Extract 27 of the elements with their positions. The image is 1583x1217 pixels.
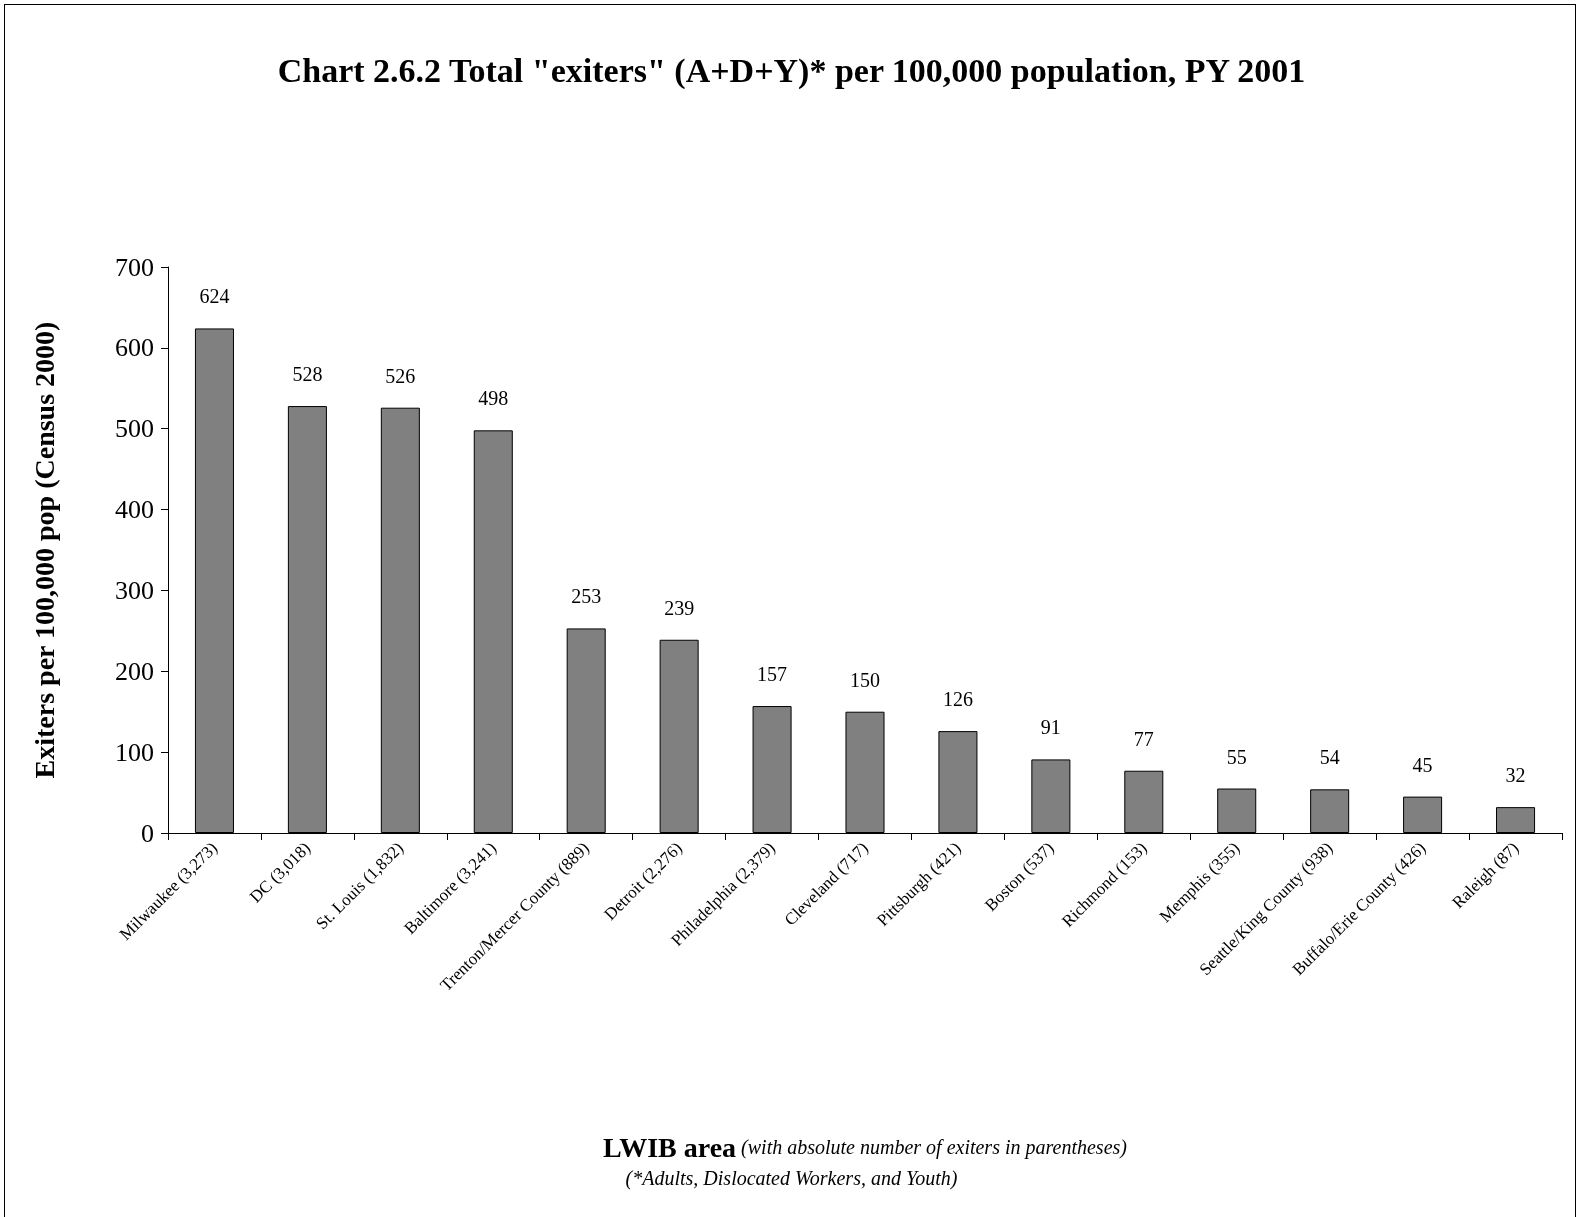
y-tick-label: 200 xyxy=(115,656,154,686)
data-label: 624 xyxy=(199,285,230,308)
y-tick-label: 400 xyxy=(115,495,154,525)
text: (*Adults, Dislocated Workers, and Youth) xyxy=(625,1167,958,1190)
y-tick-label: 300 xyxy=(115,575,154,605)
x-axis-title: LWIB area (with absolute number of exiters in parentheses) xyxy=(603,1131,1128,1163)
chart-title: Chart 2.6.2 Total "exiters" (A+D+Y)* per 100,000 population, PY 2001 xyxy=(277,51,1306,90)
data-label: 157 xyxy=(757,663,788,686)
data-label: 526 xyxy=(385,364,416,387)
data-label: 126 xyxy=(942,688,973,711)
data-label: 528 xyxy=(292,363,323,386)
data-label: 498 xyxy=(478,387,509,410)
y-tick-label: 500 xyxy=(115,414,154,444)
data-label: 45 xyxy=(1412,753,1433,776)
y-axis-title: Exiters per 100,000 pop (Census 2000) xyxy=(28,321,60,779)
data-label: 55 xyxy=(1226,745,1247,768)
data-label: 253 xyxy=(571,585,602,608)
y-tick-label: 100 xyxy=(115,737,154,767)
data-label: 239 xyxy=(664,596,695,619)
data-label: 150 xyxy=(850,668,880,691)
data-label: 77 xyxy=(1133,727,1154,750)
data-label: 91 xyxy=(1040,716,1061,739)
data-label: 54 xyxy=(1319,746,1340,769)
y-tick-label: 600 xyxy=(115,333,154,363)
data-label: 32 xyxy=(1505,764,1526,787)
y-tick-label: 700 xyxy=(115,252,154,282)
y-tick-label: 0 xyxy=(141,818,154,848)
